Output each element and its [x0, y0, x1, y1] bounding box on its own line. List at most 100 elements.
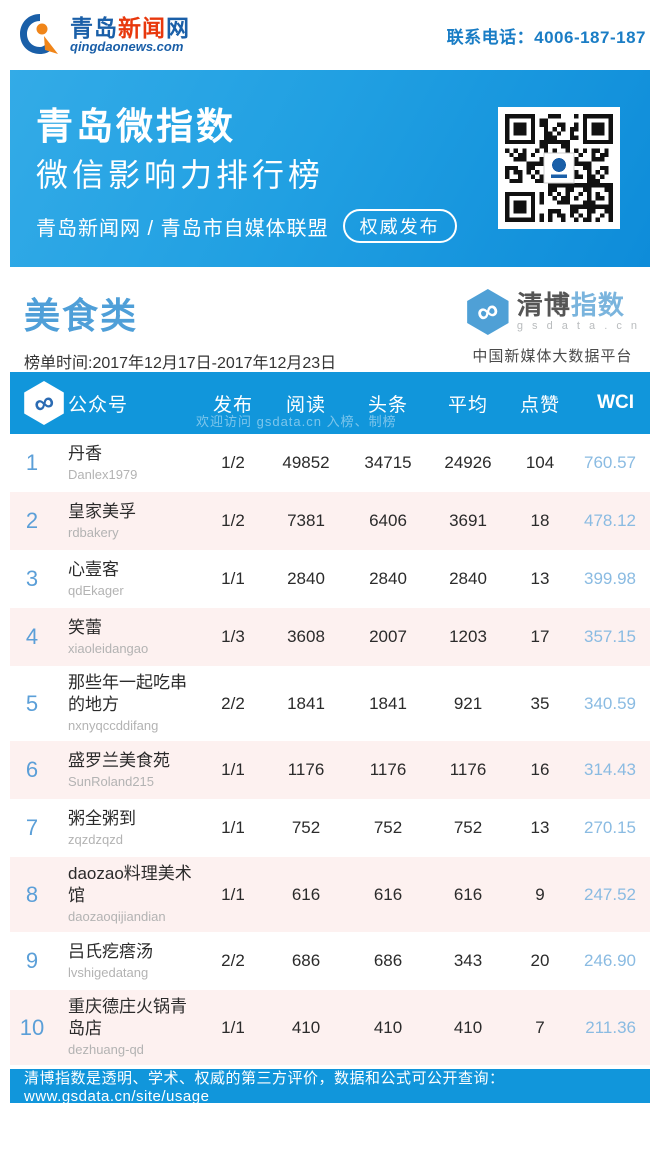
account-name: 粥全粥到	[68, 808, 136, 828]
banner: 青岛微指数 微信影响力排行榜 青岛新闻网 / 青岛市自媒体联盟 权威发布	[10, 70, 650, 267]
account-cell: 皇家美孚 rdbakery	[54, 501, 202, 542]
read-count: 1176	[287, 760, 325, 780]
rank-number: 4	[25, 624, 39, 649]
account-cell: 那些年一起吃串的地方 nxnyqccddifang	[54, 672, 202, 735]
account-name: 皇家美孚	[68, 501, 136, 521]
publish-count: 1/3	[221, 627, 245, 646]
publish-count: 1/2	[221, 453, 245, 472]
logo-domain: qingdaonews.com	[70, 39, 184, 55]
rank-number: 1	[25, 450, 39, 475]
logo-title: 青岛新闻网	[70, 15, 190, 42]
read-count: 410	[291, 1017, 321, 1037]
average-count: 3691	[449, 511, 487, 530]
wci-score: 357.15	[584, 627, 636, 646]
likes-count: 9	[535, 884, 545, 904]
account-id: lvshigedatang	[68, 964, 149, 980]
gsdata-hexagon-icon: ∞	[467, 289, 509, 335]
account-id: dezhuang-qd	[68, 1042, 144, 1058]
column-wci: WCI	[597, 392, 634, 413]
table-row: 8 daozao料理美术馆 daozaoqijiandian 1/1 616 6…	[10, 857, 650, 933]
wci-score: 246.90	[584, 951, 636, 971]
report-period: 榜单时间:2017年12月17日-2017年12月23日	[24, 355, 337, 372]
read-count: 686	[291, 951, 321, 971]
average-count: 752	[453, 818, 483, 838]
headline-count: 410	[373, 1017, 403, 1037]
table-header: ∞ 公众号 发布 阅读 头条 平均 点赞 WCI 欢迎访问 gsdata.cn …	[10, 372, 650, 434]
publish-count: 2/2	[221, 951, 245, 971]
read-count: 2840	[287, 569, 325, 588]
publish-count: 1/1	[221, 760, 245, 780]
read-count: 7381	[287, 511, 325, 530]
table-row: 2 皇家美孚 rdbakery 1/2 7381 6406 3691 18 47…	[10, 492, 650, 550]
rank-number: 5	[25, 690, 39, 716]
account-name: 盛罗兰美食苑	[68, 750, 170, 770]
account-cell: daozao料理美术馆 daozaoqijiandian	[54, 863, 202, 926]
qr-code	[498, 107, 620, 229]
gsdata-tagline: 中国新媒体大数据平台	[472, 348, 633, 365]
likes-count: 35	[530, 693, 550, 713]
publish-count: 1/1	[221, 884, 245, 904]
banner-subtitle: 微信影响力排行榜	[36, 156, 325, 193]
column-account: 公众号	[68, 394, 129, 416]
likes-count: 16	[530, 760, 550, 780]
read-count: 616	[291, 884, 321, 904]
read-count: 1841	[287, 693, 325, 713]
table-row: 1 丹香 Danlex1979 1/2 49852 34715 24926 10…	[10, 434, 650, 492]
rank-number: 2	[25, 508, 39, 533]
publish-count: 2/2	[221, 693, 245, 713]
likes-count: 17	[530, 627, 550, 646]
wci-score: 247.52	[584, 884, 636, 904]
account-name: 那些年一起吃串的地方	[68, 673, 187, 715]
publish-count: 1/1	[221, 818, 245, 838]
wci-score: 211.36	[585, 1017, 636, 1037]
account-name: daozao料理美术馆	[68, 864, 192, 906]
account-id: SunRoland215	[68, 773, 155, 789]
site-header: 青岛新闻网 qingdaonews.com 联系电话：4006-187-187	[0, 0, 660, 70]
category-title: 美食类	[24, 295, 139, 336]
account-name: 笑蕾	[68, 617, 102, 637]
likes-count: 13	[530, 569, 550, 588]
headline-count: 752	[373, 818, 403, 838]
gsdata-logo: ∞ 清博指数 g s d a t a . c n 中国新媒体大数据平台	[465, 289, 640, 366]
average-count: 616	[453, 884, 483, 904]
account-cell: 心壹客 qdEkager	[54, 559, 202, 600]
average-count: 1176	[449, 760, 487, 780]
column-likes: 点赞	[519, 394, 560, 416]
account-name: 吕氏疙瘩汤	[68, 941, 153, 961]
account-cell: 吕氏疙瘩汤 lvshigedatang	[54, 941, 202, 982]
welcome-note: 欢迎访问 gsdata.cn 入榜、制榜	[196, 414, 397, 429]
report-info: 美食类 榜单时间:2017年12月17日-2017年12月23日 ∞ 清博指数 …	[0, 267, 660, 372]
account-id: qdEkager	[68, 582, 124, 598]
account-cell: 盛罗兰美食苑 SunRoland215	[54, 750, 202, 791]
account-name: 丹香	[68, 443, 102, 463]
likes-count: 13	[530, 818, 550, 838]
rank-number: 6	[25, 757, 39, 783]
account-cell: 笑蕾 xiaoleidangao	[54, 617, 202, 658]
average-count: 410	[453, 1017, 483, 1037]
rank-number: 3	[25, 566, 39, 591]
authority-badge: 权威发布	[342, 209, 457, 244]
contact-phone: 联系电话：4006-187-187	[446, 27, 646, 47]
banner-title: 青岛微指数	[36, 106, 236, 147]
headline-count: 1841	[369, 693, 407, 713]
wci-score: 314.43	[584, 760, 636, 780]
likes-count: 7	[535, 1017, 545, 1037]
headline-count: 34715	[364, 453, 412, 472]
average-count: 921	[453, 693, 483, 713]
average-count: 1203	[449, 627, 487, 646]
rank-number: 7	[25, 815, 39, 841]
footer-disclaimer: 清博指数是透明、学术、权威的第三方评价，数据和公式可公开查询：www.gsdat…	[10, 1069, 650, 1105]
likes-count: 20	[530, 951, 550, 971]
column-average: 平均	[447, 394, 488, 416]
account-id: nxnyqccddifang	[68, 718, 159, 734]
table-row: 3 心壹客 qdEkager 1/1 2840 2840 2840 13 399…	[10, 550, 650, 608]
headline-count: 1176	[369, 760, 407, 780]
headline-count: 2840	[369, 569, 407, 588]
table-row: 6 盛罗兰美食苑 SunRoland215 1/1 1176 1176 1176…	[10, 741, 650, 800]
headline-count: 6406	[369, 511, 407, 530]
column-headline: 头条	[367, 394, 408, 416]
read-count: 49852	[282, 453, 330, 472]
qingdaonews-logo-icon	[18, 12, 62, 58]
wci-score: 478.12	[584, 511, 636, 530]
qingdaonews-logo: 青岛新闻网 qingdaonews.com	[18, 12, 190, 58]
